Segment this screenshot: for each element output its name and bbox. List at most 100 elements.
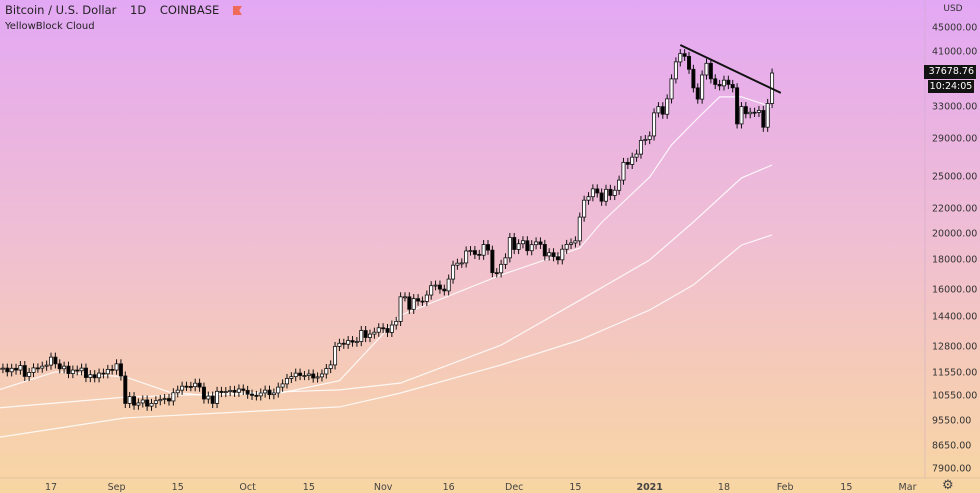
candle-body	[197, 382, 202, 388]
candle-body	[481, 244, 486, 256]
price-tick-label: 9550.00	[932, 415, 972, 427]
candle	[14, 363, 19, 375]
candle-body	[402, 296, 407, 299]
candle	[306, 369, 311, 381]
candle	[359, 326, 364, 347]
ma-cloud-lines	[0, 96, 773, 438]
candle-body	[337, 342, 342, 347]
candle-body	[464, 250, 469, 264]
price-tick-label: 41000.00	[932, 46, 978, 58]
symbol-name[interactable]: Bitcoin / U.S. Dollar	[5, 3, 117, 17]
candle	[643, 134, 648, 146]
interval[interactable]: 1D	[130, 3, 147, 17]
candle-body	[499, 263, 504, 274]
candle-body	[590, 188, 595, 198]
candle-body	[368, 333, 373, 338]
candle	[245, 385, 250, 399]
candle-body	[206, 395, 211, 400]
candle-body	[62, 365, 67, 370]
candle-body	[223, 391, 228, 393]
candle-body	[245, 389, 250, 395]
candle	[516, 239, 521, 255]
candle-body	[328, 364, 333, 369]
candle-body	[520, 240, 525, 245]
candle	[31, 363, 36, 378]
candle	[468, 246, 473, 256]
candle-body	[381, 327, 386, 330]
price-tick-label: 18000.00	[932, 254, 978, 266]
candle-body	[114, 363, 119, 371]
candle	[162, 393, 167, 405]
candle-body	[761, 110, 766, 128]
candle-body	[271, 392, 276, 396]
price-tick-label: 7900.00	[932, 463, 972, 475]
candle	[376, 323, 381, 337]
candle-body	[442, 288, 447, 292]
candle-body	[35, 367, 40, 370]
gear-icon[interactable]: ⚙	[942, 478, 954, 493]
trendline[interactable]	[679, 44, 782, 94]
price-tick-label: 22000.00	[932, 203, 978, 215]
candle-body	[53, 356, 58, 365]
candle-body	[459, 262, 464, 265]
candle-body	[429, 285, 434, 296]
candle	[18, 361, 23, 375]
candle	[145, 395, 150, 411]
candle	[70, 365, 75, 379]
candle-body	[110, 369, 115, 371]
candle	[293, 368, 298, 382]
indicator-legend[interactable]: YellowBlock Cloud	[5, 21, 95, 32]
candle-body	[149, 403, 154, 407]
candle-body	[416, 298, 421, 302]
candle	[765, 98, 770, 132]
candle	[354, 337, 359, 347]
candle	[669, 74, 674, 104]
candle-body	[634, 153, 639, 158]
candle	[158, 394, 163, 406]
candle-body	[219, 390, 224, 393]
candle-body	[424, 294, 429, 302]
candle-body	[92, 374, 97, 379]
candle	[341, 338, 346, 349]
candle	[9, 363, 14, 377]
candle	[175, 385, 180, 398]
candle	[267, 385, 272, 400]
trendline-group[interactable]	[679, 44, 782, 94]
candle	[442, 284, 447, 296]
candle-body	[241, 388, 246, 391]
candle-body	[542, 244, 547, 257]
candle-body	[398, 296, 403, 322]
candle-body	[184, 385, 189, 388]
candle-body	[101, 372, 106, 375]
candle	[595, 184, 600, 198]
candle	[630, 152, 635, 170]
candle	[75, 365, 80, 376]
candle	[507, 232, 512, 263]
candle	[477, 249, 482, 260]
candle-body	[389, 324, 394, 333]
time-tick-label: 15	[302, 482, 315, 493]
candle	[739, 102, 744, 129]
candle	[617, 175, 622, 195]
candle	[110, 364, 115, 375]
candle	[27, 367, 32, 382]
candle	[612, 185, 617, 201]
candle-body	[691, 68, 696, 89]
candle-body	[88, 374, 93, 378]
flag-icon[interactable]	[232, 6, 242, 15]
candle-body	[31, 367, 36, 373]
candle	[140, 395, 145, 408]
candle	[311, 369, 316, 383]
candle	[625, 157, 630, 170]
candle-body	[472, 250, 477, 255]
candle	[62, 361, 67, 374]
candle	[634, 149, 639, 162]
candle-body	[652, 112, 657, 137]
candle-body	[127, 396, 132, 404]
candle-body	[700, 74, 705, 100]
candle	[446, 274, 451, 296]
time-tick-label: Nov	[373, 482, 393, 493]
candle	[88, 370, 93, 383]
candle-body	[315, 376, 320, 379]
